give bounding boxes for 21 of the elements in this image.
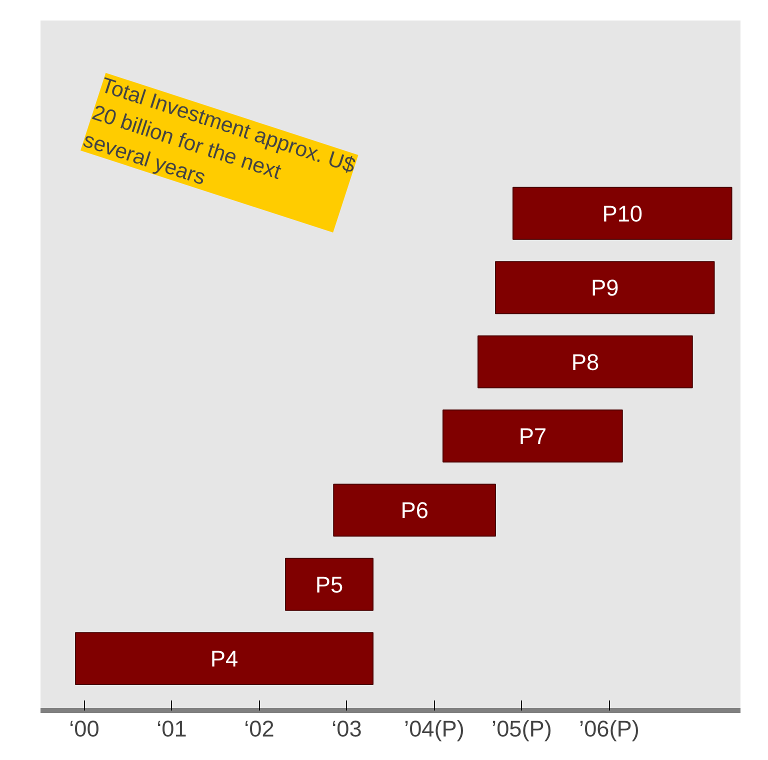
- bar: [495, 261, 715, 314]
- x-tick-label: ‘01: [156, 716, 187, 742]
- y-tick-label: P8: [571, 348, 600, 375]
- bar: [512, 186, 732, 240]
- y-tick-label: P9: [591, 274, 619, 301]
- x-tick-label: ‘03: [332, 716, 362, 742]
- x-tick-label: ’05(P): [492, 716, 552, 742]
- y-tick-label: P4: [210, 646, 238, 672]
- bar: [285, 558, 374, 611]
- bar: [333, 484, 496, 537]
- x-tick-label: ’04(P): [404, 716, 464, 742]
- x-tick-label: ‘02: [244, 716, 274, 742]
- bar: [478, 335, 693, 388]
- bar: [442, 410, 623, 462]
- y-tick-label: P7: [518, 422, 547, 449]
- x-tick-label: ’06(P): [579, 716, 640, 742]
- bar: [75, 632, 374, 686]
- y-tick-label: P10: [602, 200, 643, 226]
- y-tick-label: P6: [400, 497, 428, 524]
- x-tick-label: ‘00: [69, 716, 100, 742]
- y-tick-label: P5: [315, 571, 344, 598]
